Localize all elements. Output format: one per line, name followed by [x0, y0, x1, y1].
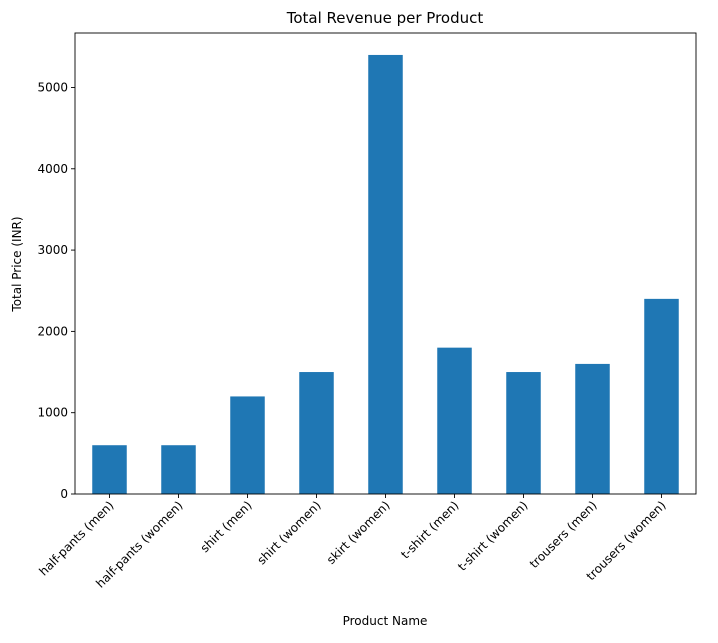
- bar: [299, 372, 334, 494]
- y-axis-ticks: 0 1000 2000 3000 4000 5000: [37, 80, 75, 501]
- x-tick-label: shirt (men): [198, 498, 255, 555]
- x-axis-label: Product Name: [343, 614, 428, 628]
- bar: [161, 445, 196, 494]
- x-tick-label: half-pants (men): [36, 498, 116, 578]
- bar: [92, 445, 127, 494]
- x-tick-label: shirt (women): [254, 498, 323, 567]
- x-tick-label: t-shirt (men): [398, 498, 461, 561]
- x-axis-ticks: half-pants (men)half-pants (women) shirt …: [36, 494, 669, 591]
- bar: [230, 396, 265, 494]
- bar: [506, 372, 541, 494]
- y-tick-label: 2000: [37, 324, 68, 338]
- x-tick-label: t-shirt (women): [455, 498, 531, 574]
- x-tick-label: trousers (men): [527, 498, 600, 571]
- chart-title: Total Revenue per Product: [286, 9, 484, 27]
- y-tick-label: 3000: [37, 243, 68, 257]
- y-tick-label: 0: [60, 487, 68, 501]
- y-tick-label: 1000: [37, 406, 68, 420]
- bar: [437, 347, 472, 494]
- bars-group: [92, 54, 679, 494]
- y-tick-label: 5000: [37, 80, 68, 94]
- x-tick-label: skirt (women): [324, 498, 393, 567]
- y-tick-label: 4000: [37, 162, 68, 176]
- plot-frame: [74, 32, 697, 495]
- bar: [368, 54, 403, 494]
- y-axis-label: Total Price (INR): [10, 216, 24, 312]
- bar: [575, 363, 610, 494]
- bar: [644, 298, 679, 494]
